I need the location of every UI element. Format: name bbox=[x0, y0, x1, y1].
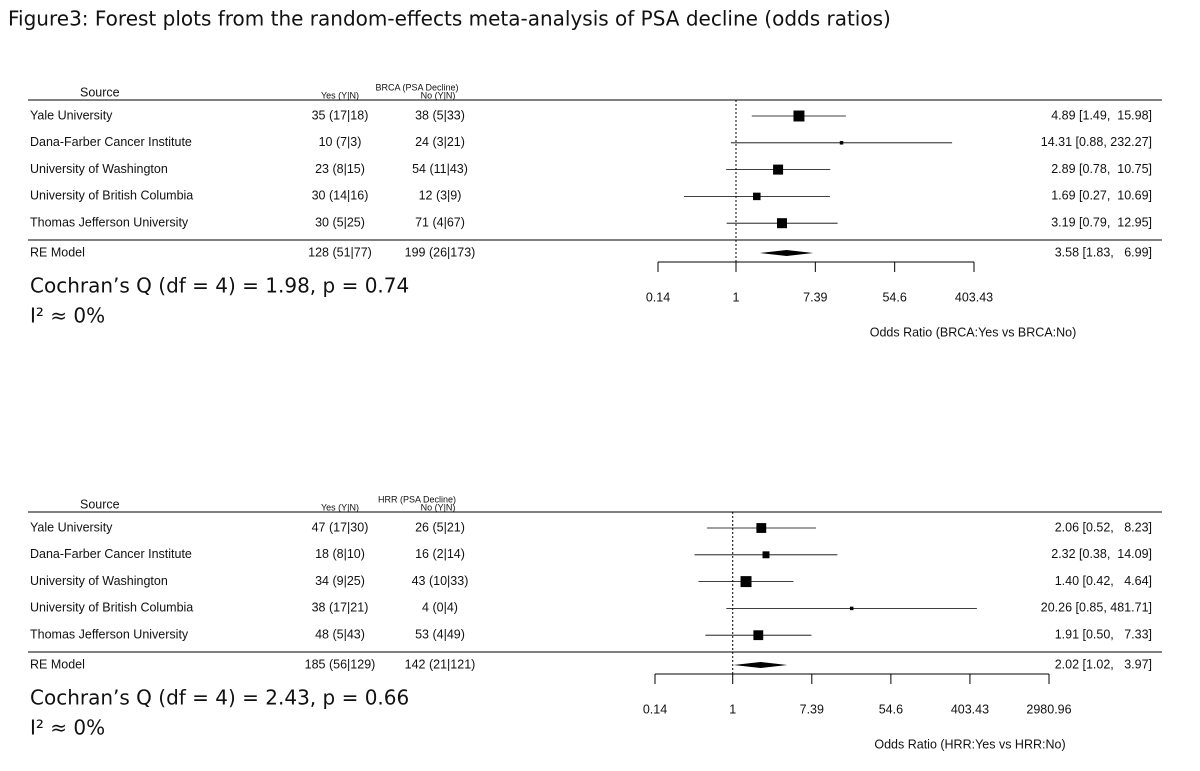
column-header: Source bbox=[80, 497, 120, 511]
summary-yes: 128 (51|77) bbox=[308, 245, 372, 259]
estimate-square bbox=[756, 523, 767, 533]
no-count: 38 (5|33) bbox=[415, 108, 465, 122]
study-name: University of Washington bbox=[30, 162, 168, 176]
yes-count: 18 (8|10) bbox=[315, 547, 365, 561]
column-header: No (Y|N) bbox=[421, 90, 456, 100]
estimate-square bbox=[839, 141, 844, 145]
estimate-label: 2.06 [0.52, 8.23] bbox=[1055, 520, 1152, 534]
column-header: No (Y|N) bbox=[421, 502, 456, 512]
x-tick-label: 2980.96 bbox=[1026, 702, 1071, 716]
estimate-square bbox=[753, 630, 764, 641]
estimate-label: 1.40 [0.42, 4.64] bbox=[1055, 574, 1152, 588]
estimate-label: 14.31 [0.88, 232.27] bbox=[1041, 135, 1152, 149]
yes-count: 35 (17|18) bbox=[312, 108, 369, 122]
no-count: 26 (5|21) bbox=[415, 520, 465, 534]
x-tick-label: 1 bbox=[729, 702, 736, 716]
yes-count: 47 (17|30) bbox=[312, 520, 369, 534]
x-tick-label: 7.39 bbox=[803, 290, 827, 304]
yes-count: 38 (17|21) bbox=[312, 601, 369, 615]
no-count: 12 (3|9) bbox=[419, 189, 462, 203]
x-tick-label: 54.6 bbox=[879, 702, 903, 716]
yes-count: 10 (7|3) bbox=[319, 135, 362, 149]
study-name: University of British Columbia bbox=[30, 189, 193, 203]
study-name: University of Washington bbox=[30, 574, 168, 588]
no-count: 24 (3|21) bbox=[415, 135, 465, 149]
panel-title: BRCA (PSA Decline) bbox=[375, 82, 458, 92]
study-name: Thomas Jefferson University bbox=[30, 627, 189, 641]
x-tick-label: 0.14 bbox=[646, 290, 670, 304]
summary-label: RE Model bbox=[30, 657, 85, 671]
summary-diamond bbox=[759, 250, 814, 256]
estimate-square bbox=[753, 192, 761, 201]
study-name: Yale University bbox=[30, 520, 113, 534]
column-header: Yes (Y|N) bbox=[321, 502, 359, 512]
study-name: Thomas Jefferson University bbox=[30, 215, 189, 229]
estimate-label: 2.89 [0.78, 10.75] bbox=[1051, 162, 1152, 176]
estimate-label: 4.89 [1.49, 15.98] bbox=[1051, 108, 1152, 122]
summary-no: 142 (21|121) bbox=[405, 657, 476, 671]
estimate-label: 3.19 [0.79, 12.95] bbox=[1051, 215, 1152, 229]
summary-estimate: 2.02 [1.02, 3.97] bbox=[1055, 657, 1152, 671]
annotation: Cochran’s Q (df = 4) = 1.98, p = 0.74 bbox=[30, 274, 409, 298]
x-tick-label: 1 bbox=[733, 290, 740, 304]
no-count: 53 (4|49) bbox=[415, 627, 465, 641]
x-tick-label: 403.43 bbox=[951, 702, 989, 716]
no-count: 16 (2|14) bbox=[415, 547, 465, 561]
estimate-square bbox=[849, 606, 854, 611]
summary-diamond bbox=[733, 662, 788, 668]
summary-estimate: 3.58 [1.83, 6.99] bbox=[1055, 245, 1152, 259]
no-count: 71 (4|67) bbox=[415, 215, 465, 229]
no-count: 54 (11|43) bbox=[412, 162, 468, 176]
x-axis-label: Odds Ratio (HRR:Yes vs HRR:No) bbox=[874, 737, 1065, 751]
estimate-square bbox=[793, 110, 805, 122]
study-name: Yale University bbox=[30, 108, 113, 122]
study-name: Dana-Farber Cancer Institute bbox=[30, 135, 192, 149]
figure-title: Figure3: Forest plots from the random-ef… bbox=[8, 7, 891, 31]
estimate-square bbox=[773, 164, 784, 175]
no-count: 4 (0|4) bbox=[422, 601, 458, 615]
column-header: Source bbox=[80, 85, 120, 99]
panel-title: HRR (PSA Decline) bbox=[378, 494, 456, 504]
x-tick-label: 54.6 bbox=[882, 290, 906, 304]
x-tick-label: 0.14 bbox=[643, 702, 667, 716]
estimate-label: 20.26 [0.85, 481.71] bbox=[1041, 601, 1152, 615]
estimate-square bbox=[777, 218, 788, 229]
yes-count: 30 (5|25) bbox=[315, 215, 365, 229]
estimate-square bbox=[740, 576, 752, 588]
x-axis-label: Odds Ratio (BRCA:Yes vs BRCA:No) bbox=[870, 325, 1077, 339]
study-name: University of British Columbia bbox=[30, 601, 193, 615]
yes-count: 48 (5|43) bbox=[315, 627, 365, 641]
summary-yes: 185 (56|129) bbox=[305, 657, 376, 671]
annotation: I² ≈ 0% bbox=[30, 304, 105, 328]
study-name: Dana-Farber Cancer Institute bbox=[30, 547, 192, 561]
yes-count: 30 (14|16) bbox=[312, 189, 369, 203]
x-tick-label: 7.39 bbox=[800, 702, 824, 716]
no-count: 43 (10|33) bbox=[412, 574, 469, 588]
x-tick-label: 403.43 bbox=[955, 290, 993, 304]
estimate-square bbox=[762, 551, 770, 559]
summary-no: 199 (26|173) bbox=[405, 245, 476, 259]
column-header: Yes (Y|N) bbox=[321, 90, 359, 100]
yes-count: 34 (9|25) bbox=[315, 574, 365, 588]
estimate-label: 1.69 [0.27, 10.69] bbox=[1051, 189, 1152, 203]
estimate-label: 2.32 [0.38, 14.09] bbox=[1051, 547, 1152, 561]
estimate-label: 1.91 [0.50, 7.33] bbox=[1055, 627, 1152, 641]
annotation: I² ≈ 0% bbox=[30, 716, 105, 740]
summary-label: RE Model bbox=[30, 245, 85, 259]
yes-count: 23 (8|15) bbox=[315, 162, 365, 176]
annotation: Cochran’s Q (df = 4) = 2.43, p = 0.66 bbox=[30, 686, 409, 710]
